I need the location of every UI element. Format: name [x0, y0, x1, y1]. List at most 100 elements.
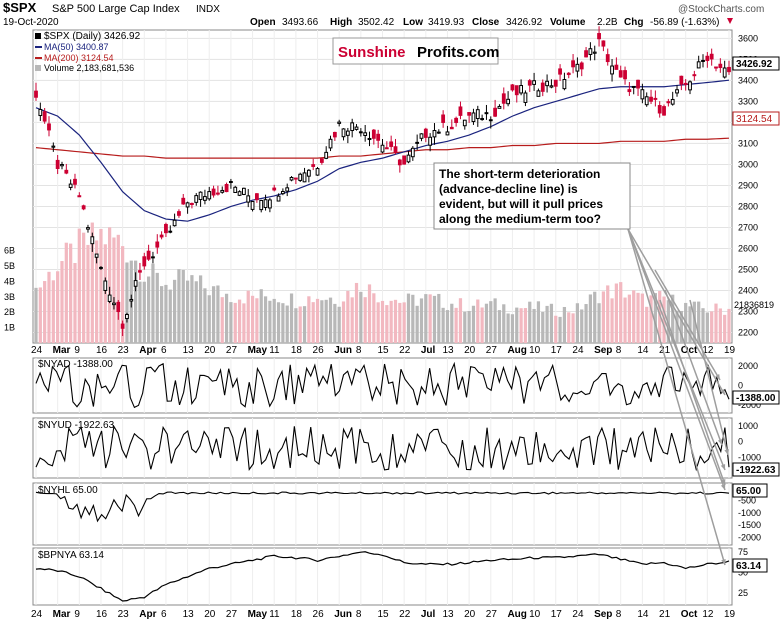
candle-body: [172, 219, 177, 227]
volume-bar: [385, 305, 389, 343]
annotation-arrow-line: [627, 228, 726, 396]
candle-body: [168, 230, 173, 233]
candle-body: [501, 93, 506, 104]
volume-bar: [398, 302, 402, 343]
candle-body: [194, 195, 199, 203]
candle-body: [68, 183, 73, 188]
candle-body: [631, 85, 636, 88]
nyhl-label: $NYHL 65.00: [38, 485, 98, 496]
volume-bar: [623, 297, 627, 343]
candle-body: [558, 68, 562, 75]
candle-body: [125, 313, 129, 320]
candle-body: [540, 82, 545, 92]
volume-bar: [263, 296, 268, 343]
volume-bar: [60, 261, 64, 343]
volume-bar: [281, 303, 285, 343]
price-y-tick-label: 3300: [738, 96, 758, 106]
volume-bar: [515, 307, 519, 343]
x-tick-label-middle: 8: [356, 345, 362, 356]
price-y-tick-label: 3100: [738, 138, 758, 148]
volume-bar: [224, 293, 229, 343]
x-tick-label-middle: 6: [161, 345, 167, 356]
annotation-arrow-head: [720, 464, 726, 470]
candle-body: [120, 323, 125, 329]
volume-bar: [584, 304, 588, 343]
volume-bar: [445, 310, 450, 343]
x-tick-label-middle: 26: [313, 345, 325, 356]
volume-y-tick-label: 3B: [4, 292, 15, 302]
price-y-tick-label: 2400: [738, 285, 758, 295]
candle-body: [203, 196, 207, 201]
candle-body: [164, 223, 168, 234]
volume-bar: [155, 272, 159, 343]
x-tick-label-bottom: May: [248, 609, 268, 620]
volume-bar: [510, 314, 515, 343]
annotation-line-1: The short-term deterioration: [439, 167, 600, 181]
volume-bar: [593, 291, 597, 343]
candle-body: [727, 66, 731, 73]
x-tick-label-bottom: Sep: [594, 609, 612, 620]
price-y-tick-label: 2200: [738, 327, 758, 337]
x-tick-label-middle: 11: [269, 345, 280, 356]
volume-bar: [480, 307, 484, 343]
volume-bar: [272, 298, 276, 343]
x-tick-label-middle: 13: [442, 345, 454, 356]
candle-body: [480, 118, 485, 121]
volume-bar: [372, 293, 376, 343]
candle-body: [545, 80, 549, 87]
volume-bar: [350, 297, 354, 343]
candle-body: [177, 211, 181, 216]
candle-body: [579, 62, 584, 70]
nyud-y-tick-label: 0: [738, 437, 743, 447]
candle-body: [592, 51, 597, 54]
volume-bar: [619, 282, 623, 343]
x-tick-label-middle: Jul: [421, 345, 436, 356]
volume-tag: 21836819: [734, 300, 774, 310]
nyad-tag-value: -1388.00: [736, 393, 776, 404]
volume-y-tick-label: 2B: [4, 307, 15, 317]
volume-bar: [142, 281, 146, 343]
volume-bar: [354, 282, 359, 343]
brand-name-part1: Sunshine: [338, 44, 406, 61]
x-tick-label-middle: 18: [291, 345, 303, 356]
price-y-tick-label: 2600: [738, 243, 758, 253]
x-tick-label-bottom: 22: [399, 609, 411, 620]
volume-bar: [302, 306, 307, 343]
stockcharts-credit: @StockCharts.com: [678, 4, 764, 15]
annotation-arrow-line: [659, 299, 726, 486]
x-tick-label-bottom: 21: [659, 609, 671, 620]
candle-body: [371, 129, 376, 139]
candle-body: [151, 256, 155, 259]
annotation-line-4: along the medium-term too?: [439, 212, 601, 226]
candle-body: [285, 187, 290, 192]
candle-body: [462, 119, 467, 127]
annotation-arrow-line: [664, 289, 723, 446]
nyud-y-tick-label: 1000: [738, 421, 758, 431]
volume-bar: [484, 303, 489, 343]
candle-body: [112, 302, 116, 306]
volume-bar: [402, 302, 406, 343]
price-tag: 3426.92: [732, 56, 780, 71]
price-y-tick-label: 2800: [738, 201, 758, 211]
x-tick-label-bottom: 27: [486, 609, 498, 620]
ticker-name: S&P 500 Large Cap Index: [52, 3, 180, 15]
candle-body: [566, 72, 571, 76]
volume-bar: [233, 302, 237, 343]
candle-body: [233, 186, 238, 193]
volume-bar: [528, 301, 532, 343]
volume-bar: [108, 227, 112, 343]
volume-bar: [328, 297, 333, 343]
nyad-y-tick-label: -2000: [738, 400, 761, 410]
volume-bar: [692, 301, 696, 343]
volume-bar: [307, 296, 311, 343]
volume-bar: [649, 295, 653, 343]
candle-body: [523, 92, 528, 103]
x-tick-label-bottom: Aug: [507, 609, 526, 620]
candle-body: [81, 205, 86, 210]
price-y-tick-label: 2900: [738, 180, 758, 190]
candle-body: [402, 155, 407, 165]
candle-body: [146, 250, 151, 260]
legend-ma200: MA(200) 3124.54: [44, 53, 114, 63]
volume-bar: [575, 303, 580, 343]
candle-body: [701, 59, 705, 62]
